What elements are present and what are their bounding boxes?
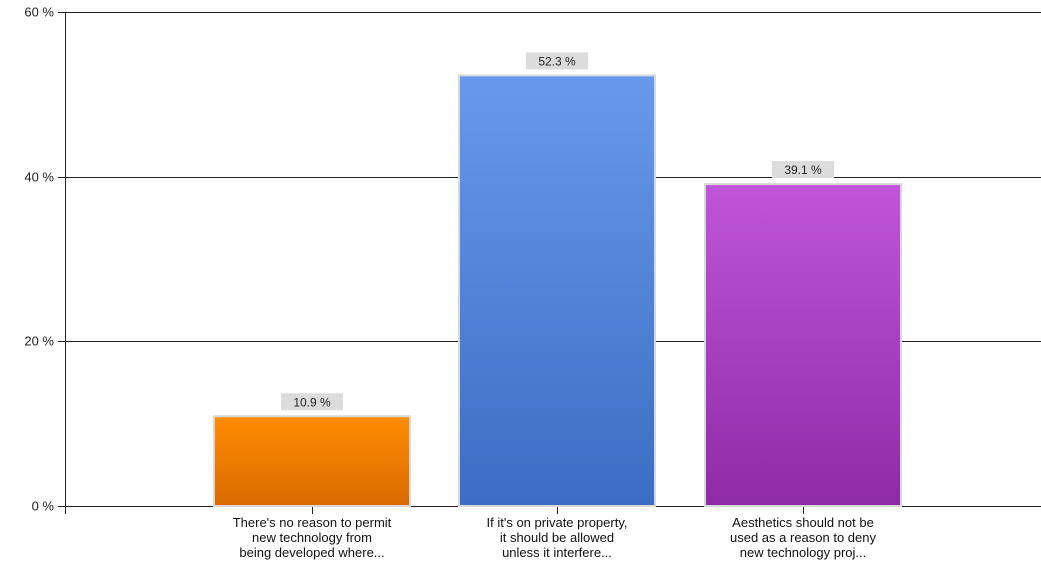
category-label: it should be allowed	[500, 530, 614, 545]
category-label: If it's on private property,	[487, 515, 628, 530]
data-label-box	[281, 393, 343, 411]
bar	[704, 183, 902, 507]
y-tick-label: 40 %	[24, 170, 54, 185]
category-label: unless it interfere...	[502, 545, 612, 560]
data-label: 10.9 %	[293, 395, 331, 409]
category-label: new technology proj...	[740, 545, 866, 560]
data-label-box	[772, 161, 834, 179]
y-tick-label: 60 %	[24, 5, 54, 20]
bar	[213, 415, 411, 507]
data-label-box	[526, 52, 588, 70]
data-labels: 10.9 % 52.3 % 39.1 %	[281, 52, 834, 411]
y-tick-label: 20 %	[24, 334, 54, 349]
data-label: 52.3 %	[538, 54, 576, 68]
category-label: used as a reason to deny	[730, 530, 876, 545]
category-label: being developed where...	[239, 545, 384, 560]
category-label: new technology from	[252, 530, 372, 545]
data-label: 39.1 %	[784, 163, 822, 177]
y-tick-label: 0 %	[32, 499, 55, 514]
bars	[213, 74, 902, 507]
bar	[458, 74, 656, 507]
category-label: Aesthetics should not be	[732, 515, 874, 530]
category-label: There's no reason to permit	[233, 515, 392, 530]
